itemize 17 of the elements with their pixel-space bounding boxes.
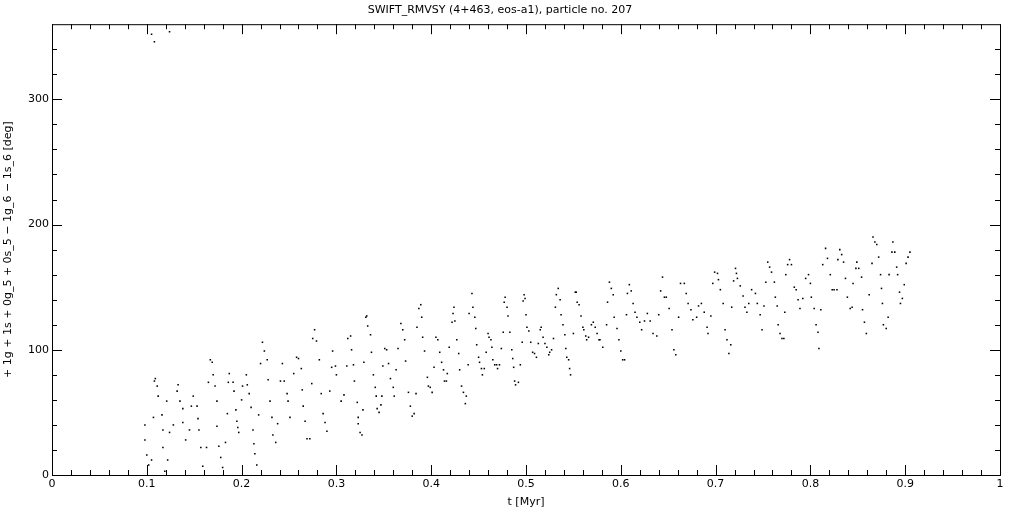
x-tick-label: 0.1 xyxy=(138,477,156,491)
x-tick-label: 0.8 xyxy=(801,477,820,491)
y-axis-title: + 1g + 1s + 0g_5 + 0s_5 − 1g_6 − 1s_6 [deg] xyxy=(1,121,15,378)
y-tick-label: 0 xyxy=(42,467,49,481)
x-axis-title: t [Myr] xyxy=(507,495,545,509)
x-tick-label: 1 xyxy=(996,477,1004,491)
y-tick-label: 300 xyxy=(28,92,49,106)
x-tick-label: 0.6 xyxy=(612,477,630,491)
y-tick-label: 200 xyxy=(28,217,49,231)
x-tick-label: 0.4 xyxy=(422,477,440,491)
chart-title: SWIFT_RMVSY (4+463, eos-a1), particle no. 207 xyxy=(367,3,633,17)
x-tick-label: 0.5 xyxy=(517,477,535,491)
x-tick-label: 0.3 xyxy=(327,477,346,491)
x-tick-label: 0.2 xyxy=(232,477,251,491)
y-tick-label: 100 xyxy=(28,342,49,356)
x-tick-label: 0.7 xyxy=(706,477,725,491)
x-tick-label: 0.9 xyxy=(896,477,914,491)
